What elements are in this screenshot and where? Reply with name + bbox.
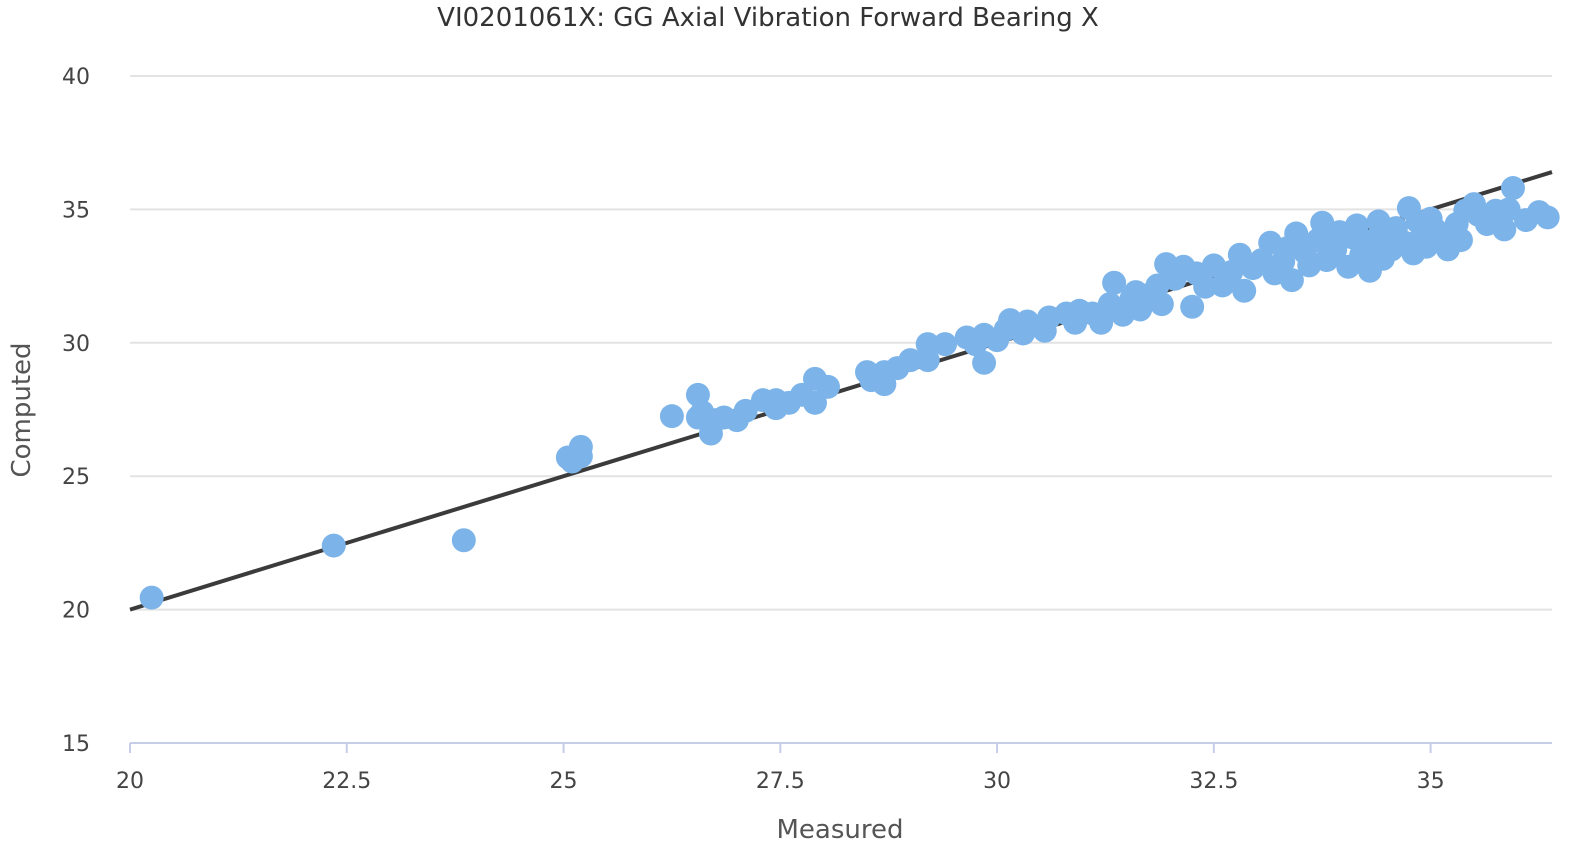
x-tick-label: 35: [1417, 769, 1445, 794]
x-axis-title: Measured: [776, 815, 903, 845]
scatter-point[interactable]: [1232, 278, 1257, 303]
scatter-point[interactable]: [802, 390, 827, 415]
grid-layer: [130, 75, 1552, 611]
y-tick-label: 40: [62, 65, 90, 90]
x-tick-label: 30: [983, 769, 1011, 794]
x-tick-label: 22.5: [322, 769, 371, 794]
scatter-point[interactable]: [1500, 176, 1525, 201]
data-point-layer: [139, 176, 1560, 610]
scatter-point[interactable]: [972, 350, 997, 375]
y-axis-title: Computed: [7, 342, 37, 477]
scatter-point[interactable]: [1089, 310, 1114, 335]
scatter-point[interactable]: [1180, 294, 1205, 319]
x-tick-label: 32.5: [1189, 769, 1238, 794]
chart-title: VI0201061X: GG Axial Vibration Forward B…: [437, 3, 1099, 33]
scatter-point[interactable]: [1496, 197, 1521, 222]
scatter-point[interactable]: [1492, 217, 1517, 242]
scatter-point[interactable]: [933, 332, 958, 357]
y-tick-label: 20: [62, 599, 90, 624]
axis-layer: 15 20 25 30 35 40 20 22.5 25 27.5 30 32.5 35: [62, 65, 1552, 794]
scatter-point[interactable]: [659, 404, 684, 429]
x-tick-label: 27.5: [756, 769, 805, 794]
scatter-point[interactable]: [733, 398, 758, 423]
scatter-point[interactable]: [1102, 270, 1127, 295]
scatter-point[interactable]: [568, 434, 593, 459]
x-tick-label: 20: [116, 769, 144, 794]
y-tick-label: 35: [62, 198, 90, 223]
scatter-point[interactable]: [915, 332, 940, 357]
scatter-point[interactable]: [1149, 292, 1174, 317]
scatter-point[interactable]: [1284, 221, 1309, 246]
y-tick-label: 15: [62, 732, 90, 757]
scatter-point[interactable]: [1344, 213, 1369, 238]
scatter-point[interactable]: [451, 528, 476, 553]
scatter-point[interactable]: [139, 585, 164, 610]
scatter-point[interactable]: [1279, 268, 1304, 293]
scatter-point[interactable]: [815, 374, 840, 399]
scatter-point[interactable]: [1448, 228, 1473, 253]
scatter-point[interactable]: [898, 348, 923, 373]
scatter-point[interactable]: [1535, 205, 1560, 230]
y-tick-label: 25: [62, 465, 90, 490]
x-tick-label: 25: [550, 769, 578, 794]
scatter-point[interactable]: [321, 533, 346, 558]
y-tick-label: 30: [62, 332, 90, 357]
scatter-point[interactable]: [1193, 274, 1218, 299]
